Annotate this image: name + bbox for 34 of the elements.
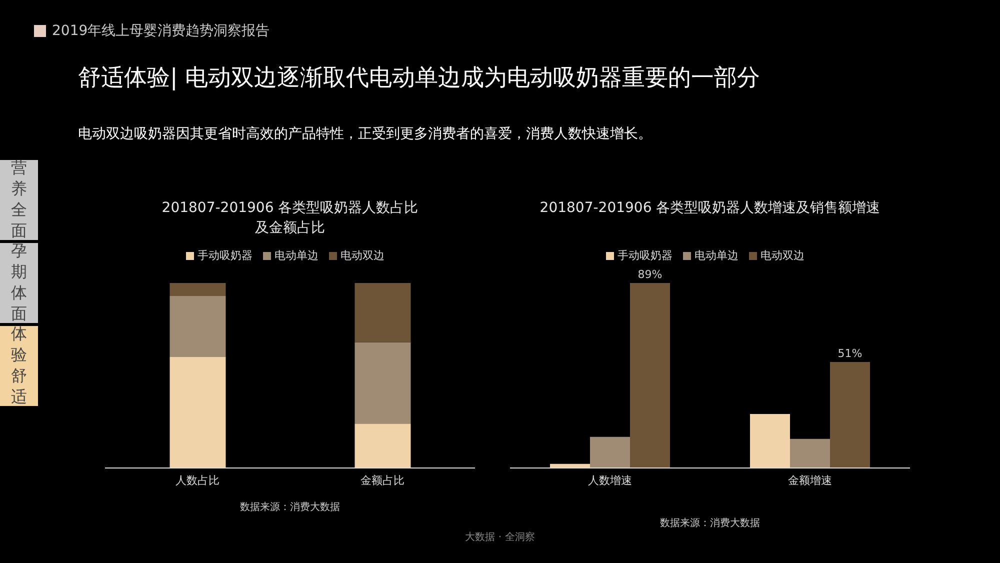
chart-title: 201807-201906 各类型吸奶器人数占比及金额占比 <box>160 199 420 238</box>
text: 孕期体面 <box>10 241 28 325</box>
source-note: 数据来源：消费大数据 <box>659 516 761 530</box>
legend-label: 电动单边 <box>694 249 738 262</box>
x-tick-label: 人数增速 <box>588 474 632 487</box>
bar <box>354 424 411 468</box>
text: 大数据 · 全洞察 <box>464 530 536 544</box>
legend-label: 手动吸奶器 <box>618 249 672 262</box>
legend-label: 电动双边 <box>340 249 384 262</box>
data-label: 89% <box>638 268 662 281</box>
x-tick-label: 人数占比 <box>176 474 220 487</box>
chart-title: 201807-201906 各类型吸奶器人数增速及销售额增速 <box>538 199 882 218</box>
bar <box>170 283 226 296</box>
legend-label: 电动单边 <box>274 249 318 262</box>
x-tick-label: 金额增速 <box>788 474 832 487</box>
bar <box>170 357 226 468</box>
bar <box>590 436 630 468</box>
text: 舒适体验| 电动双边逐渐取代电动单边成为电动吸奶器重要的一部分 <box>78 64 760 93</box>
bar <box>750 414 790 468</box>
legend-label: 手动吸奶器 <box>198 249 252 262</box>
bar <box>830 362 870 468</box>
text: 2019年线上母婴消费趋势洞察报告 <box>51 22 270 40</box>
bar <box>170 296 226 357</box>
bar <box>354 283 411 342</box>
legend-label: 电动双边 <box>760 249 804 262</box>
text: 电动双边吸奶器因其更省时高效的产品特性，正受到更多消费者的喜爱，消费人数快速增长。 <box>78 125 652 143</box>
source-note: 数据来源：消费大数据 <box>239 500 341 514</box>
text: 营养全面 <box>10 158 28 242</box>
text: 体验舒适 <box>10 324 28 408</box>
x-tick-label: 金额占比 <box>360 474 404 487</box>
bar <box>630 283 670 468</box>
data-label: 51% <box>838 346 862 360</box>
bar <box>354 342 411 424</box>
bar <box>790 438 830 468</box>
